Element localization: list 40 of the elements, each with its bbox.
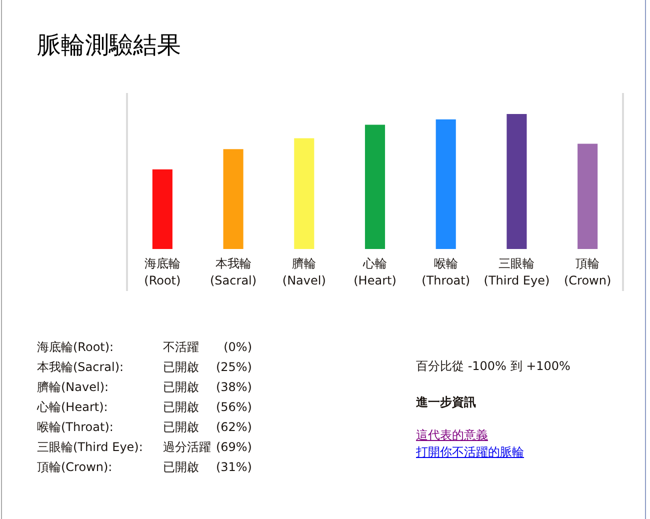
text: (62%) [214, 419, 252, 436]
text: (31%) [214, 459, 252, 476]
bar [578, 144, 598, 249]
x-tick-label: 本我輪(Sacral) [210, 256, 257, 288]
bar [364, 124, 386, 249]
x-tick-label: 三眼輪(Third Eye) [484, 256, 550, 288]
text: 這代表的意義 [416, 427, 488, 444]
text: (25%) [214, 359, 252, 376]
bar [294, 138, 314, 249]
x-tick-label: 臍輪(Navel) [282, 256, 326, 288]
bar [223, 149, 244, 249]
x-tick-label: 頂輪(Crown) [564, 256, 612, 288]
text: 百分比從 -100% 到 +100% [416, 358, 570, 375]
text: 心輪(Heart): [37, 399, 109, 416]
bar [436, 119, 456, 249]
text: 已開啟 [163, 460, 199, 474]
text: (56%) [214, 399, 252, 416]
x-tick-label: 喉輪(Throat) [422, 256, 470, 288]
text: 已開啟 [163, 400, 199, 414]
text: (38%) [214, 379, 252, 396]
text: 已開啟 [163, 380, 199, 394]
chart-title: 脈輪測驗結果 [37, 31, 181, 59]
x-tick-label: 海底輪(Root) [144, 256, 181, 288]
text: 喉輪(Throat): [37, 419, 114, 436]
text: 過分活躍 [163, 440, 211, 454]
text: 海底輪(Root): [37, 339, 115, 356]
text: 臍輪(Navel): [37, 379, 110, 396]
x-tick-label: 心輪(Heart) [354, 256, 396, 288]
text: 不活躍 [163, 339, 200, 356]
text: 進一步資訊 [416, 394, 476, 411]
text: 三眼輪(Third Eye): [37, 439, 144, 456]
text: (69%) [214, 439, 252, 456]
text: 頂輪(Crown): [37, 459, 114, 476]
text: 本我輪(Sacral): [37, 359, 125, 376]
bar [152, 169, 172, 249]
text: (0%) [222, 339, 252, 356]
text: 打開你不活躍的脈輪 [416, 444, 524, 461]
bar [506, 114, 527, 249]
text: 已開啟 [163, 360, 199, 374]
text: 已開啟 [163, 420, 199, 434]
